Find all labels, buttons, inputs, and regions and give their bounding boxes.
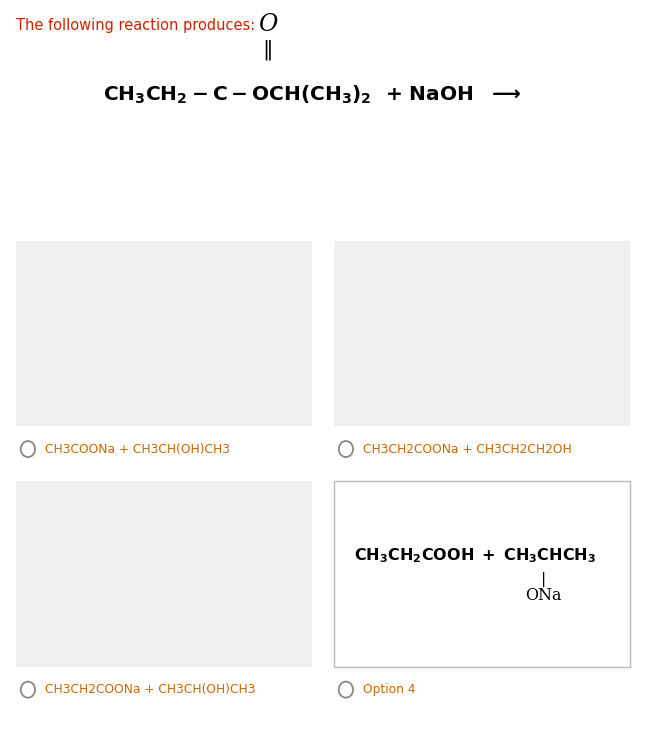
Bar	[16, 481, 312, 667]
Bar	[334, 481, 630, 667]
Text: CH3COONa + CH3CH(OH)CH3: CH3COONa + CH3CH(OH)CH3	[45, 443, 230, 456]
Text: |: |	[541, 572, 546, 587]
Text: CH3CH2COONa + CH3CH(OH)CH3: CH3CH2COONa + CH3CH(OH)CH3	[45, 683, 255, 696]
Bar	[16, 241, 312, 426]
Text: $\mathbf{CH_3CH_2COOH\ +\ CH_3CHCH_3}$: $\mathbf{CH_3CH_2COOH\ +\ CH_3CHCH_3}$	[354, 547, 596, 565]
Text: $\mathbf{CH_3CH_2-C-OCH(CH_3)_2}$  $\mathbf{+\ NaOH}$  $\mathbf{\longrightarrow}: $\mathbf{CH_3CH_2-C-OCH(CH_3)_2}$ $\math…	[103, 84, 520, 106]
Text: ONa: ONa	[525, 588, 562, 604]
Text: O: O	[258, 13, 277, 36]
Text: CH3CH2COONa + CH3CH2CH2OH: CH3CH2COONa + CH3CH2CH2OH	[363, 443, 572, 456]
Bar	[334, 241, 630, 426]
Text: Option 4: Option 4	[363, 683, 415, 696]
Text: ‖: ‖	[262, 39, 273, 60]
Text: The following reaction produces:: The following reaction produces:	[16, 18, 256, 34]
